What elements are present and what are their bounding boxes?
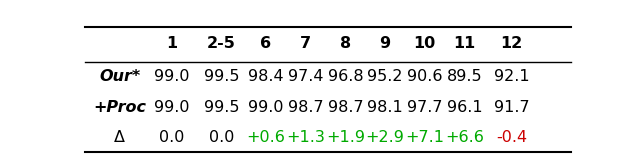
Text: 0.0: 0.0 [159,130,184,145]
Text: 98.7: 98.7 [288,100,323,115]
Text: -0.4: -0.4 [496,130,527,145]
Text: +6.6: +6.6 [445,130,484,145]
Text: 2-5: 2-5 [207,35,236,51]
Text: 97.4: 97.4 [288,69,323,84]
Text: 95.2: 95.2 [367,69,403,84]
Text: 12: 12 [500,35,523,51]
Text: +1.3: +1.3 [286,130,325,145]
Text: 10: 10 [413,35,436,51]
Text: +0.6: +0.6 [246,130,285,145]
Text: +2.9: +2.9 [365,130,404,145]
Text: 98.4: 98.4 [248,69,284,84]
Text: 8: 8 [340,35,351,51]
Text: 0.0: 0.0 [209,130,234,145]
Text: 99.0: 99.0 [248,100,284,115]
Text: 99.5: 99.5 [204,100,239,115]
Text: 99.0: 99.0 [154,69,189,84]
Text: 6: 6 [260,35,271,51]
Text: 98.7: 98.7 [328,100,363,115]
Text: 1: 1 [166,35,177,51]
Text: 92.1: 92.1 [493,69,529,84]
Text: 99.5: 99.5 [204,69,239,84]
Text: 11: 11 [453,35,476,51]
Text: 89.5: 89.5 [447,69,482,84]
Text: 98.1: 98.1 [367,100,403,115]
Text: 7: 7 [300,35,311,51]
Text: +1.9: +1.9 [326,130,365,145]
Text: +Proc: +Proc [93,100,146,115]
Text: 97.7: 97.7 [407,100,442,115]
Text: 96.1: 96.1 [447,100,482,115]
Text: +7.1: +7.1 [405,130,444,145]
Text: Δ: Δ [114,130,125,145]
Text: 99.0: 99.0 [154,100,189,115]
Text: 91.7: 91.7 [493,100,529,115]
Text: 9: 9 [380,35,390,51]
Text: Our*: Our* [99,69,140,84]
Text: 90.6: 90.6 [407,69,442,84]
Text: 96.8: 96.8 [328,69,363,84]
